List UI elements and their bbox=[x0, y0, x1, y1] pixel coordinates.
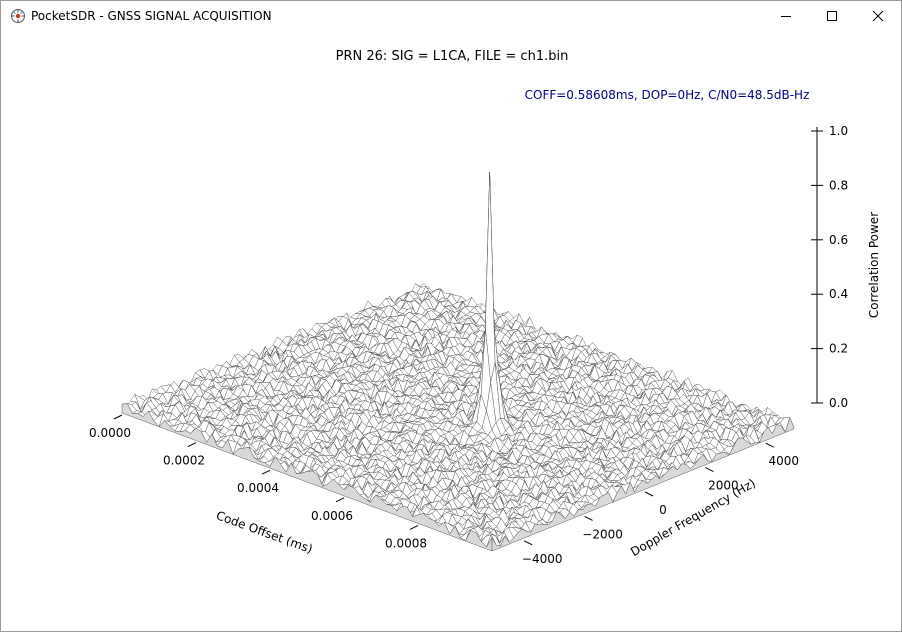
y-tick-label: −4000 bbox=[522, 552, 563, 566]
x-tick-label: 0.0000 bbox=[89, 426, 131, 440]
z-tick-label: 1.0 bbox=[829, 124, 848, 138]
z-tick-label: 0.0 bbox=[829, 396, 848, 410]
x-tick bbox=[114, 415, 122, 419]
maximize-icon bbox=[826, 10, 838, 22]
app-icon bbox=[10, 8, 26, 24]
minimize-button[interactable] bbox=[763, 1, 809, 31]
y-tick bbox=[705, 468, 713, 472]
z-tick-label: 0.6 bbox=[829, 233, 848, 247]
y-tick bbox=[766, 443, 774, 447]
minimize-icon bbox=[780, 10, 792, 22]
z-tick-label: 0.8 bbox=[829, 178, 848, 192]
x-axis-label: Code Offset (ms) bbox=[214, 508, 314, 556]
z-tick-label: 0.2 bbox=[829, 342, 848, 356]
z-tick-label: 0.4 bbox=[829, 287, 848, 301]
y-tick bbox=[585, 516, 593, 520]
y-tick-label: 0 bbox=[659, 503, 667, 517]
x-tick bbox=[410, 525, 418, 529]
plot-area[interactable]: PRN 26: SIG = L1CA, FILE = ch1.bin COFF=… bbox=[1, 31, 901, 631]
y-tick-label: −2000 bbox=[582, 527, 623, 541]
y-tick bbox=[645, 492, 653, 496]
x-tick bbox=[188, 443, 196, 447]
x-tick-label: 0.0004 bbox=[237, 481, 279, 495]
x-tick-label: 0.0006 bbox=[311, 509, 353, 523]
result-annotation: COFF=0.58608ms, DOP=0Hz, C/N0=48.5dB-Hz bbox=[525, 88, 810, 102]
z-axis-label: Correlation Power bbox=[867, 212, 881, 318]
close-icon bbox=[872, 10, 884, 22]
close-button[interactable] bbox=[855, 1, 901, 31]
title-bar[interactable]: PocketSDR - GNSS SIGNAL ACQUISITION bbox=[1, 1, 901, 31]
acquisition-surface-chart[interactable]: PRN 26: SIG = L1CA, FILE = ch1.bin COFF=… bbox=[1, 31, 901, 631]
plot-title: PRN 26: SIG = L1CA, FILE = ch1.bin bbox=[336, 49, 569, 64]
x-tick bbox=[262, 470, 270, 474]
x-tick-label: 0.0002 bbox=[163, 454, 205, 468]
surface-grid bbox=[122, 172, 794, 551]
y-axis-label: Doppler Frequency (Hz) bbox=[628, 476, 758, 559]
x-tick-label: 0.0008 bbox=[385, 536, 427, 550]
y-tick bbox=[524, 541, 532, 545]
x-tick bbox=[336, 498, 344, 502]
maximize-button[interactable] bbox=[809, 1, 855, 31]
window-title: PocketSDR - GNSS SIGNAL ACQUISITION bbox=[31, 9, 272, 23]
y-tick-label: 4000 bbox=[769, 454, 800, 468]
